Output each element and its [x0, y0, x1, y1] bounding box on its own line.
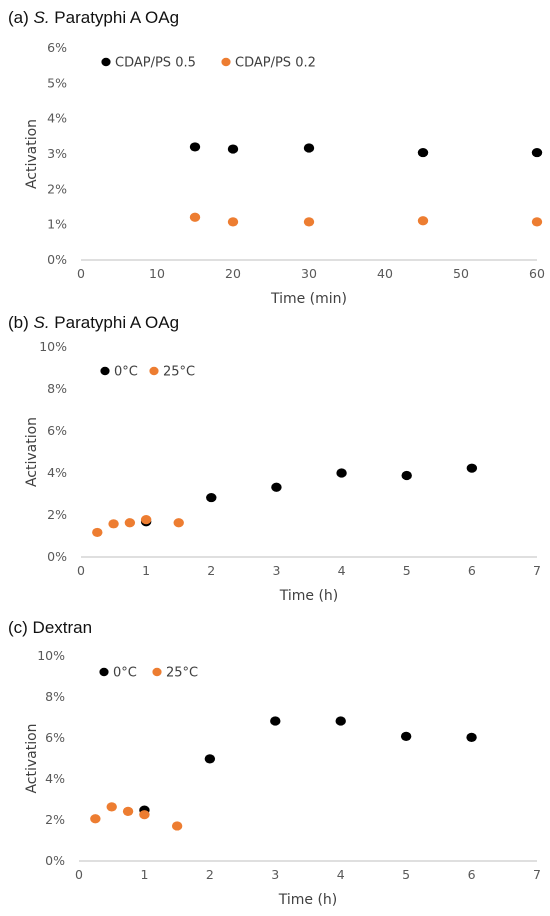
- legend-marker: [149, 366, 159, 376]
- legend-marker: [100, 366, 110, 376]
- data-point: [227, 144, 239, 154]
- x-axis-title: Time (min): [270, 291, 347, 307]
- x-tick-label: 10: [149, 266, 165, 281]
- y-tick-label: 6%: [47, 40, 67, 55]
- data-point: [531, 217, 543, 227]
- x-tick-label: 50: [453, 266, 469, 281]
- y-tick-label: 4%: [45, 771, 65, 786]
- legend-label: 0°C: [114, 365, 138, 380]
- legend-label: 25°C: [163, 365, 195, 380]
- y-tick-label: 5%: [47, 75, 67, 90]
- data-point: [140, 515, 152, 525]
- panel-title-b: (b) S. Paratyphi A OAg: [8, 313, 180, 332]
- data-point: [206, 492, 217, 503]
- data-point: [171, 821, 183, 831]
- data-point: [139, 810, 150, 820]
- y-tick-label: 4%: [47, 465, 67, 480]
- legend-marker: [221, 57, 231, 67]
- y-axis-title: Activation: [24, 723, 40, 793]
- y-tick-label: 3%: [47, 146, 67, 161]
- legend-label: 0°C: [113, 666, 137, 681]
- data-point: [335, 716, 346, 726]
- x-tick-label: 7: [533, 563, 541, 578]
- data-point: [227, 217, 239, 227]
- y-tick-label: 4%: [47, 111, 67, 126]
- y-tick-label: 6%: [45, 730, 65, 745]
- y-tick-label: 1%: [47, 217, 67, 232]
- x-tick-label: 30: [301, 266, 317, 281]
- x-tick-label: 3: [271, 867, 279, 882]
- chart-svg-b: 0 1 2 3 4 5 6 7 0% 2% 4% 6% 8% 10% Time (h) Activation 0…: [24, 339, 541, 604]
- x-tick-label: 4: [337, 867, 345, 882]
- y-tick-label: 2%: [47, 181, 67, 196]
- chart-panel-c: (c) Dextran 0 1 2 3 4 5 6 7 0% 2% 4% 6% 8% 10% Time (h…: [0, 610, 550, 916]
- x-tick-label: 0: [75, 867, 83, 882]
- chart-svg-c: 0 1 2 3 4 5 6 7 0% 2% 4% 6% 8% 10% Time (h) Activation 0…: [24, 648, 541, 908]
- data-point: [108, 519, 119, 529]
- y-tick-label: 10%: [39, 339, 67, 354]
- data-point: [270, 716, 281, 726]
- y-axis-title: Activation: [24, 119, 40, 189]
- y-tick-label: 0%: [47, 549, 67, 564]
- x-tick-label: 6: [468, 867, 476, 882]
- data-point: [303, 217, 315, 227]
- data-point: [204, 754, 216, 764]
- data-point: [417, 216, 429, 226]
- data-point: [106, 802, 117, 812]
- data-point: [122, 806, 134, 816]
- x-tick-label: 6: [468, 563, 476, 578]
- y-tick-label: 8%: [45, 689, 65, 704]
- data-point: [92, 527, 103, 538]
- y-tick-label: 0%: [47, 252, 67, 267]
- x-tick-label: 7: [533, 867, 541, 882]
- chart-panel-a: (a) S. Paratyphi A OAg 0 10 20 30 40 50 60 0% 1%…: [0, 0, 550, 310]
- y-tick-label: 2%: [45, 812, 65, 827]
- x-tick-label: 2: [206, 867, 214, 882]
- x-axis-title: Time (h): [278, 892, 338, 908]
- x-tick-label: 40: [377, 266, 393, 281]
- y-tick-label: 0%: [45, 853, 65, 868]
- x-tick-label: 0: [77, 563, 85, 578]
- panel-title-a: (a) S. Paratyphi A OAg: [8, 8, 180, 27]
- legend-label: CDAP/PS 0.5: [115, 56, 196, 71]
- legend-label: CDAP/PS 0.2: [235, 56, 316, 71]
- data-point: [466, 463, 478, 473]
- x-tick-label: 0: [77, 266, 85, 281]
- x-tick-label: 5: [403, 563, 411, 578]
- legend-marker: [99, 667, 109, 677]
- data-point: [417, 147, 429, 158]
- data-point: [124, 518, 136, 528]
- data-point: [189, 142, 201, 152]
- x-tick-label: 5: [402, 867, 410, 882]
- y-axis-title: Activation: [24, 417, 40, 487]
- x-axis-title: Time (h): [279, 588, 339, 604]
- data-point: [189, 212, 201, 222]
- y-tick-label: 8%: [47, 381, 67, 396]
- legend-marker: [101, 57, 111, 67]
- y-tick-label: 6%: [47, 423, 67, 438]
- panel-title-c: (c) Dextran: [8, 618, 93, 637]
- chart-panel-b: (b) S. Paratyphi A OAg 0 1 2 3 4 5 6 7 0% 2% 4% 6% 8…: [0, 305, 550, 605]
- data-point: [466, 732, 477, 742]
- y-tick-label: 10%: [37, 648, 65, 663]
- data-point: [303, 143, 315, 153]
- x-tick-label: 4: [338, 563, 346, 578]
- chart-svg-a: 0 10 20 30 40 50 60 0% 1% 2% 3% 4% 5% 6% Time (min) Act…: [24, 40, 545, 307]
- x-tick-label: 1: [142, 563, 150, 578]
- legend-marker: [152, 667, 162, 677]
- data-point: [531, 147, 543, 158]
- data-point: [173, 518, 184, 528]
- x-tick-label: 60: [529, 266, 545, 281]
- data-point: [401, 470, 412, 481]
- x-tick-label: 2: [207, 563, 215, 578]
- legend-label: 25°C: [166, 666, 198, 681]
- data-point: [336, 468, 347, 478]
- x-tick-label: 3: [272, 563, 280, 578]
- data-point: [90, 814, 101, 824]
- x-tick-label: 20: [225, 266, 241, 281]
- y-tick-label: 2%: [47, 507, 67, 522]
- x-tick-label: 1: [140, 867, 148, 882]
- data-point: [400, 731, 412, 741]
- data-point: [271, 482, 282, 492]
